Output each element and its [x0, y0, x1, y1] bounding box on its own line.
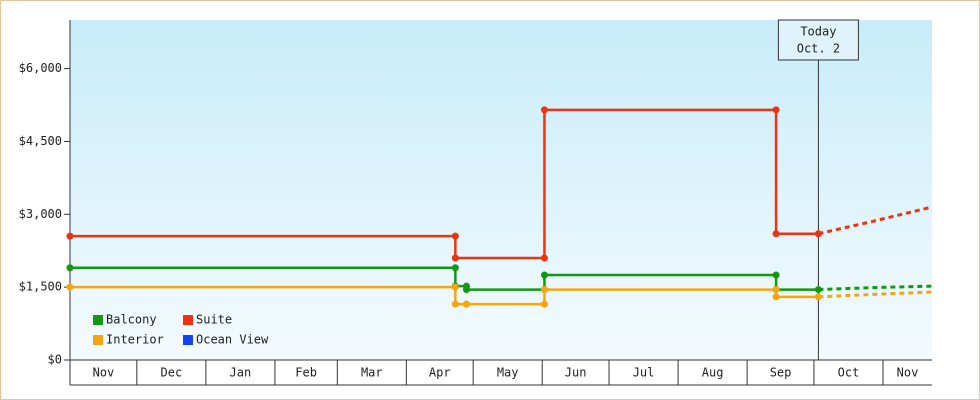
- y-tick-label: $3,000: [19, 207, 62, 221]
- legend-label: Suite: [196, 313, 232, 327]
- point: [772, 271, 780, 279]
- point: [451, 254, 459, 262]
- series-line: [70, 266, 819, 291]
- today-label: Oct. 2: [797, 42, 840, 56]
- today-label: Today: [800, 25, 836, 39]
- point: [451, 264, 459, 272]
- point: [772, 106, 780, 114]
- x-tick-label: Dec: [161, 366, 183, 380]
- point: [540, 286, 548, 294]
- legend-swatch: [183, 315, 193, 325]
- legend-swatch: [93, 335, 103, 345]
- x-tick-label: Jun: [565, 366, 587, 380]
- x-tick-label: Jul: [633, 366, 655, 380]
- legend-swatch: [93, 315, 103, 325]
- point: [66, 264, 74, 272]
- forecast-line: [818, 205, 933, 236]
- x-tick-label: Feb: [295, 366, 317, 380]
- x-tick-label: May: [497, 366, 519, 380]
- y-tick-label: $6,000: [19, 61, 62, 75]
- point: [814, 286, 822, 294]
- forecast-line: [818, 290, 933, 299]
- forecast-line: [818, 284, 933, 292]
- point: [66, 283, 74, 291]
- point: [540, 271, 548, 279]
- point: [540, 106, 548, 114]
- y-tick-label: $0: [48, 353, 62, 367]
- point: [462, 286, 470, 294]
- point: [814, 230, 822, 238]
- point: [451, 232, 459, 240]
- point: [540, 254, 548, 262]
- x-tick-label: Oct: [838, 366, 860, 380]
- x-tick-label: Aug: [702, 366, 724, 380]
- legend-swatch: [183, 335, 193, 345]
- point: [772, 286, 780, 294]
- point: [540, 300, 548, 308]
- point: [772, 230, 780, 238]
- x-tick-label: Sep: [770, 366, 792, 380]
- plot-area: [70, 20, 932, 360]
- point: [772, 293, 780, 301]
- point: [814, 293, 822, 301]
- x-tick-label: Nov: [897, 366, 919, 380]
- x-tick-label: Apr: [429, 366, 451, 380]
- series-line: [70, 108, 819, 260]
- legend-label: Interior: [106, 333, 164, 347]
- x-tick-label: Nov: [93, 366, 115, 380]
- point: [451, 300, 459, 308]
- point: [462, 300, 470, 308]
- legend-label: Ocean View: [196, 333, 269, 347]
- x-tick-label: Jan: [230, 366, 252, 380]
- y-tick-label: $4,500: [19, 134, 62, 148]
- x-tick-label: Mar: [361, 366, 383, 380]
- point: [66, 232, 74, 240]
- y-tick-label: $1,500: [19, 280, 62, 294]
- legend-label: Balcony: [106, 313, 157, 327]
- point: [451, 283, 459, 291]
- today-box: [777, 19, 859, 61]
